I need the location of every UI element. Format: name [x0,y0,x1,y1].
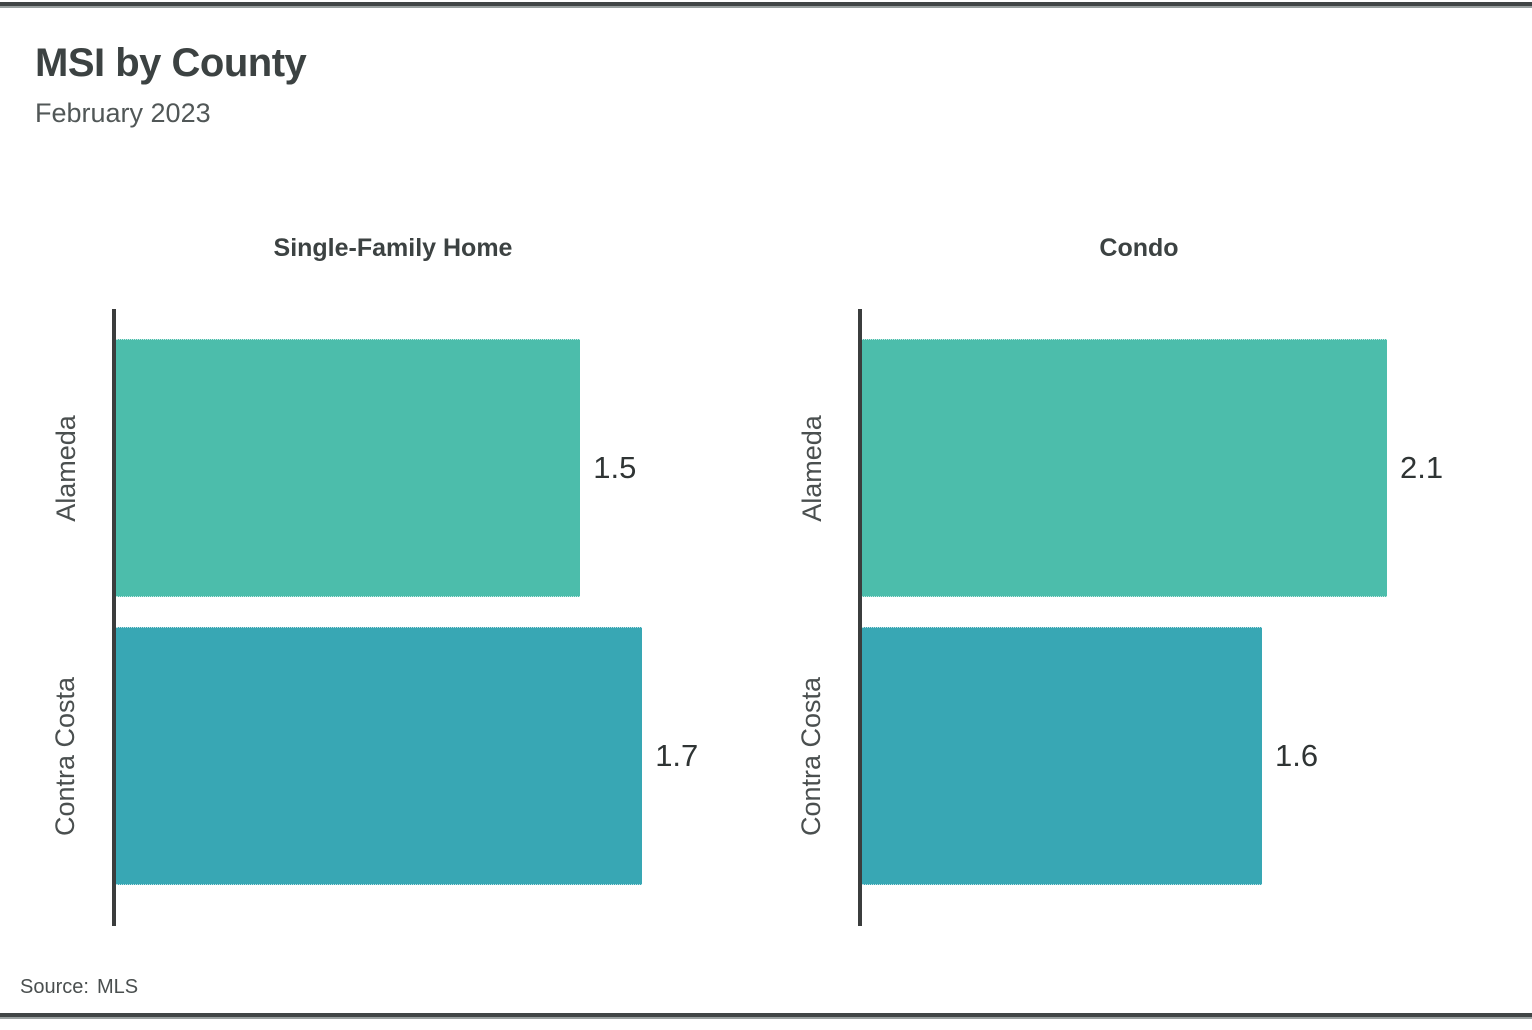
category-label-cell: Alameda [20,339,112,597]
source-value: MLS [96,976,139,998]
page-subtitle: February 2023 [35,98,211,128]
chart-condo: Condo Alameda Contra Costa 2.1 1.6 [766,234,1512,926]
bar-value-label: 2.1 [1400,450,1444,485]
chart-title: Condo [1099,234,1179,262]
category-label-cell: Contra Costa [766,627,858,885]
bar-row: 1.7 [116,627,766,885]
bar-row: 1.6 [862,627,1512,885]
source-label: Source: [20,976,89,998]
bar-value-label: 1.5 [593,450,637,485]
bottom-rule-line [0,1013,1532,1019]
report-header: MSI by County February 2023 [35,41,307,129]
bar-value-label: 1.6 [1275,738,1319,773]
bars-area: 2.1 1.6 [862,309,1512,926]
source-line: Source: MLS [20,976,138,999]
charts-row: Single-Family Home Alameda Contra Costa 1.5… [20,234,1512,926]
bar-alameda [862,339,1387,597]
chart-single-family-home: Single-Family Home Alameda Contra Costa 1.5… [20,234,766,926]
category-label-cell: Contra Costa [20,627,112,885]
category-label: Alameda [50,414,81,522]
chart-title: Single-Family Home [273,234,513,262]
page-title: MSI by County [35,41,307,85]
bar-contra-costa [116,627,643,885]
bars-area: 1.5 1.7 [116,309,766,926]
category-label-cell: Alameda [766,339,858,597]
bar-contra-costa [862,627,1262,885]
top-rule-line [0,2,1532,8]
category-label: Contra Costa [796,676,827,836]
chart-plot-area: Alameda Contra Costa 2.1 1.6 [766,309,1512,926]
bar-row: 1.5 [116,339,766,597]
category-axis-labels: Alameda Contra Costa [766,309,858,926]
category-label: Alameda [796,414,827,522]
category-axis-labels: Alameda Contra Costa [20,309,112,926]
chart-plot-area: Alameda Contra Costa 1.5 1.7 [20,309,766,926]
category-label: Contra Costa [50,676,81,836]
y-axis-line [858,309,862,926]
bar-value-label: 1.7 [655,738,699,773]
bar-alameda [116,339,581,597]
bar-row: 2.1 [862,339,1512,597]
y-axis-line [112,309,116,926]
